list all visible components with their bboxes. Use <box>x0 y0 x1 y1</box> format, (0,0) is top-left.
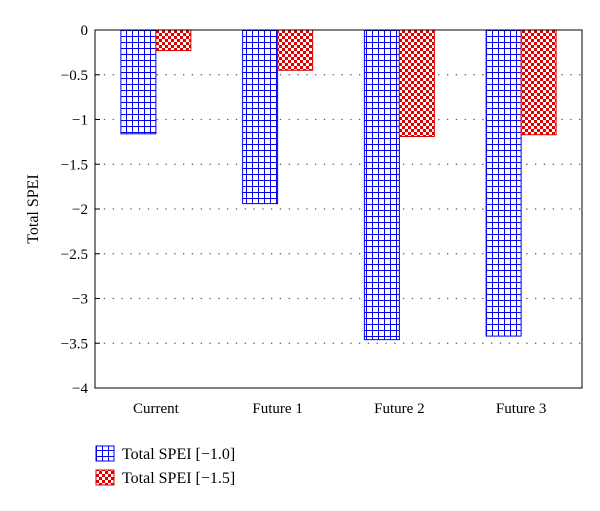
y-tick-label-2: −1 <box>72 113 88 129</box>
legend-swatch-1 <box>95 445 115 462</box>
bar-series1-future-1 <box>242 29 279 205</box>
y-axis-ticks: 0 −0.5 −1 −1.5 −2 −2.5 −3 −3.5 −4 <box>61 23 100 397</box>
x-tick-label-2: Future 2 <box>374 401 424 417</box>
x-tick-label-0: Current <box>133 401 180 417</box>
x-tick-label-1: Future 1 <box>252 401 302 417</box>
x-tick-label-3: Future 3 <box>496 401 546 417</box>
bar-series2-future-1 <box>277 29 314 71</box>
bar-series1-current <box>120 29 157 135</box>
y-tick-label-4: −2 <box>72 202 88 218</box>
y-tick-label-7: −3.5 <box>61 336 88 352</box>
bar-series1-future-3 <box>485 29 522 337</box>
legend-label-2: Total SPEI [−1.5] <box>122 470 235 487</box>
x-axis-labels: Current Future 1 Future 2 Future 3 <box>133 401 546 417</box>
y-tick-label-0: 0 <box>81 23 89 39</box>
legend: Total SPEI [−1.0] Total SPEI [−1.5] <box>95 445 235 487</box>
y-tick-label-8: −4 <box>72 381 88 397</box>
y-tick-label-6: −3 <box>72 292 88 308</box>
bar-series1-future-2 <box>363 29 400 341</box>
y-axis-title: Total SPEI <box>25 174 42 244</box>
y-tick-label-5: −2.5 <box>61 247 88 263</box>
y-tick-label-3: −1.5 <box>61 157 88 173</box>
bar-series2-future-2 <box>398 29 435 138</box>
bars <box>120 29 557 341</box>
legend-label-1: Total SPEI [−1.0] <box>122 446 235 463</box>
legend-swatch-2 <box>95 469 115 486</box>
bar-series2-future-3 <box>520 29 557 136</box>
bar-series2-current <box>155 29 192 52</box>
y-tick-label-1: −0.5 <box>61 68 88 84</box>
